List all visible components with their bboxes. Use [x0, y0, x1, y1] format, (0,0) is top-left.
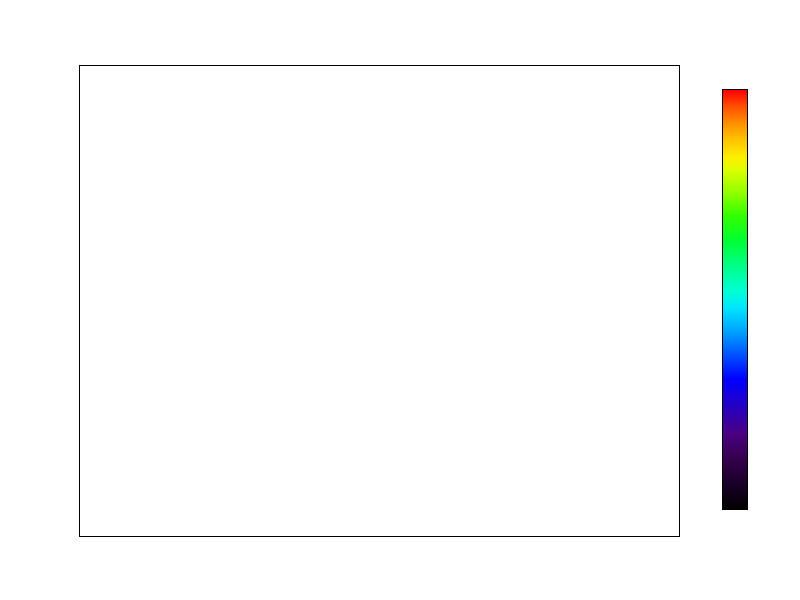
- colorbar-gradient: [722, 89, 748, 510]
- plot-area[interactable]: [79, 65, 680, 537]
- colorbar-group: [700, 60, 800, 530]
- scatter-data-layer: [80, 66, 679, 536]
